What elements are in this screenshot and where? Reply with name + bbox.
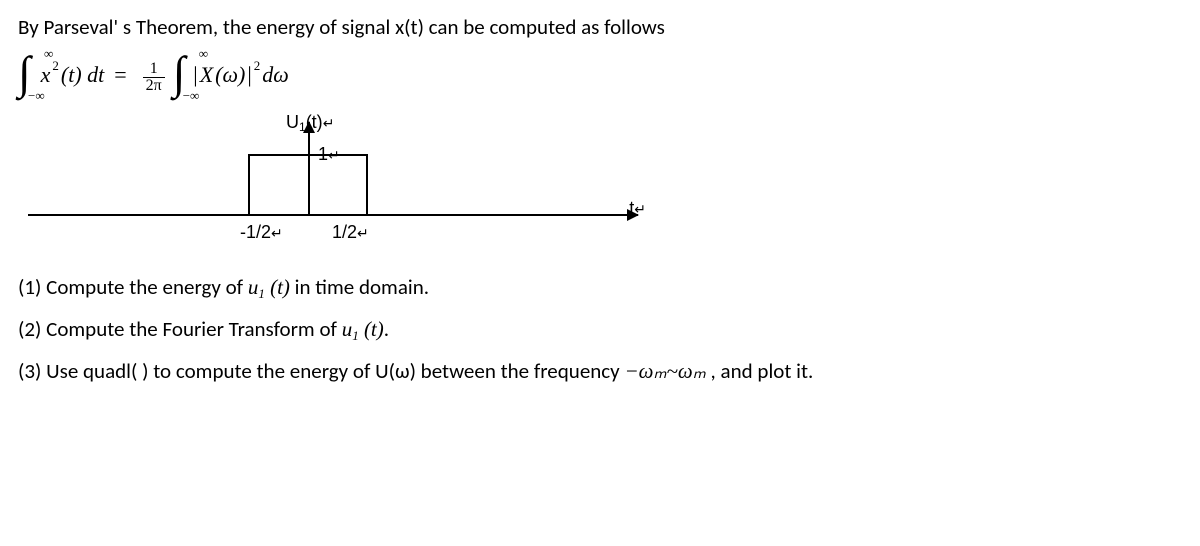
paragraph-mark: ↵: [323, 115, 335, 131]
question-2: (2) Compute the Fourier Transform of u1 …: [18, 316, 1182, 342]
q2-arg: (t): [359, 317, 384, 341]
paragraph-mark: ↵: [357, 225, 369, 241]
q1-suffix: in time domain.: [290, 274, 429, 300]
q1-arg: (t): [265, 275, 290, 299]
lhs-arg: (t) dt: [61, 62, 104, 88]
question-3: (3) Use quadl( ) to compute the energy o…: [18, 358, 1182, 384]
lhs-integral: ∫ ∞ −∞: [18, 50, 31, 100]
q1-sub: 1: [258, 286, 265, 301]
abs-right: |: [247, 62, 251, 88]
int-lower: −∞: [183, 88, 200, 104]
q3-mid: to compute the energy of U(ω) between th…: [148, 358, 624, 384]
frac-num: 1: [150, 61, 158, 77]
paragraph-mark: ↵: [271, 225, 283, 241]
fraction: 1 2π: [143, 61, 165, 94]
frac-den: 2π: [143, 77, 165, 94]
intro-text: By Parseval' s Theorem, the energy of si…: [18, 14, 1182, 40]
abs-left: |: [193, 62, 197, 88]
q3-prefix: (3) Use: [18, 358, 83, 384]
rhs-x: X: [200, 62, 213, 88]
paragraph-mark: ↵: [634, 201, 646, 217]
q2-u: u: [342, 317, 353, 341]
int-lower: −∞: [28, 88, 45, 104]
int-upper: ∞: [199, 46, 208, 62]
parseval-equation: ∫ ∞ −∞ x 2 (t) dt = 1 2π ∫ ∞ −∞ | X (ω) …: [18, 50, 1182, 100]
q2-prefix: (2) Compute the Fourier Transform of: [18, 316, 342, 342]
rhs-d: dω: [262, 62, 289, 88]
equals-sign: =: [114, 62, 126, 88]
rect-pulse: [248, 154, 368, 214]
lhs-exp: 2: [52, 58, 59, 74]
lhs-base: x: [41, 62, 51, 88]
fn-u: U: [286, 112, 299, 132]
tick-neg-half: -1/2↵: [240, 222, 283, 243]
rhs-integral: ∫ ∞ −∞: [173, 50, 186, 100]
q2-suffix: .: [384, 316, 389, 342]
rhs-arg: (ω): [215, 62, 245, 88]
q2-sub: 1: [352, 328, 359, 343]
tick-pos-half: 1/2↵: [332, 222, 369, 243]
integral-sign: ∫ ∞ −∞: [18, 50, 31, 100]
pulse-figure: U1(t)↵ 1↵ -1/2↵ 1/2↵ t↵: [18, 118, 638, 258]
x-axis-label: t↵: [629, 198, 646, 219]
q1-prefix: (1) Compute the energy of: [18, 274, 248, 300]
x-axis: [28, 214, 638, 216]
q1-u: u: [248, 275, 259, 299]
q3-range: −ωₘ~ωₘ: [624, 359, 705, 383]
question-1: (1) Compute the energy of u1 (t) in time…: [18, 274, 1182, 300]
integral-sign: ∫ ∞ −∞: [173, 50, 186, 100]
rhs-exp: 2: [254, 58, 261, 74]
q3-suffix: , and plot it.: [706, 358, 813, 384]
q3-fn: quadl( ): [83, 358, 148, 384]
